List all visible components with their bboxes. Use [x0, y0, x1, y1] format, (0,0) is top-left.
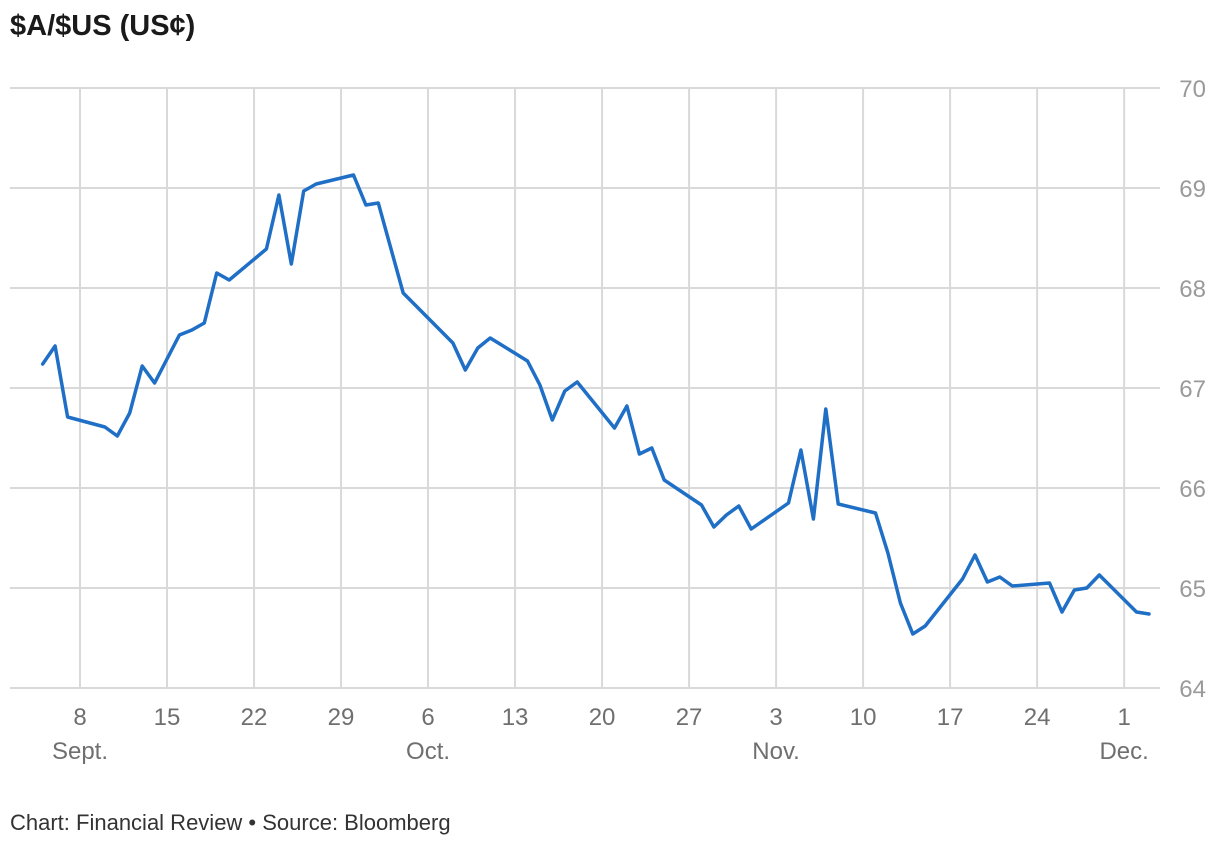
x-gridlines — [79, 88, 1126, 688]
x-month-label-0: Sept. — [52, 738, 108, 765]
x-tick-label-1: 15 — [154, 704, 181, 731]
x-tick-label-5: 13 — [502, 704, 529, 731]
y-tick-label-66: 66 — [1179, 476, 1206, 503]
line-chart: 64 65 66 67 68 69 70 8 Sept. 15 22 29 6 Oct. 13 20 27 3 N… — [10, 76, 1206, 765]
y-tick-label-68: 68 — [1179, 276, 1206, 303]
x-axis-labels: 8 Sept. 15 22 29 6 Oct. 13 20 27 3 Nov. 10 17 24 1 Dec. — [52, 704, 1149, 765]
y-axis-labels: 64 65 66 67 68 69 70 — [1179, 76, 1206, 703]
x-month-label-8: Nov. — [752, 738, 800, 765]
x-tick-label-12: 1 — [1117, 704, 1130, 731]
x-month-label-4: Oct. — [406, 738, 450, 765]
chart-title: $A/$US (US¢) — [10, 10, 196, 42]
x-month-label-12: Dec. — [1099, 738, 1148, 765]
y-tick-label-64: 64 — [1179, 676, 1206, 703]
x-tick-label-7: 27 — [676, 704, 703, 731]
x-tick-label-2: 22 — [241, 704, 268, 731]
x-tick-label-8: 3 — [769, 704, 782, 731]
x-tick-label-0: 8 — [73, 704, 86, 731]
x-tick-label-9: 10 — [850, 704, 877, 731]
y-gridlines — [10, 87, 1160, 689]
x-tick-label-3: 29 — [328, 704, 355, 731]
x-tick-label-11: 24 — [1024, 704, 1051, 731]
series-line-0 — [40, 173, 1151, 636]
y-tick-label-65: 65 — [1179, 576, 1206, 603]
series-group — [40, 173, 1151, 636]
chart-source-footer: Chart: Financial Review • Source: Bloomb… — [10, 810, 451, 835]
y-tick-label-67: 67 — [1179, 376, 1206, 403]
x-tick-label-10: 17 — [937, 704, 964, 731]
x-tick-label-4: 6 — [421, 704, 434, 731]
y-tick-label-70: 70 — [1179, 76, 1206, 103]
y-tick-label-69: 69 — [1179, 176, 1206, 203]
x-tick-label-6: 20 — [589, 704, 616, 731]
